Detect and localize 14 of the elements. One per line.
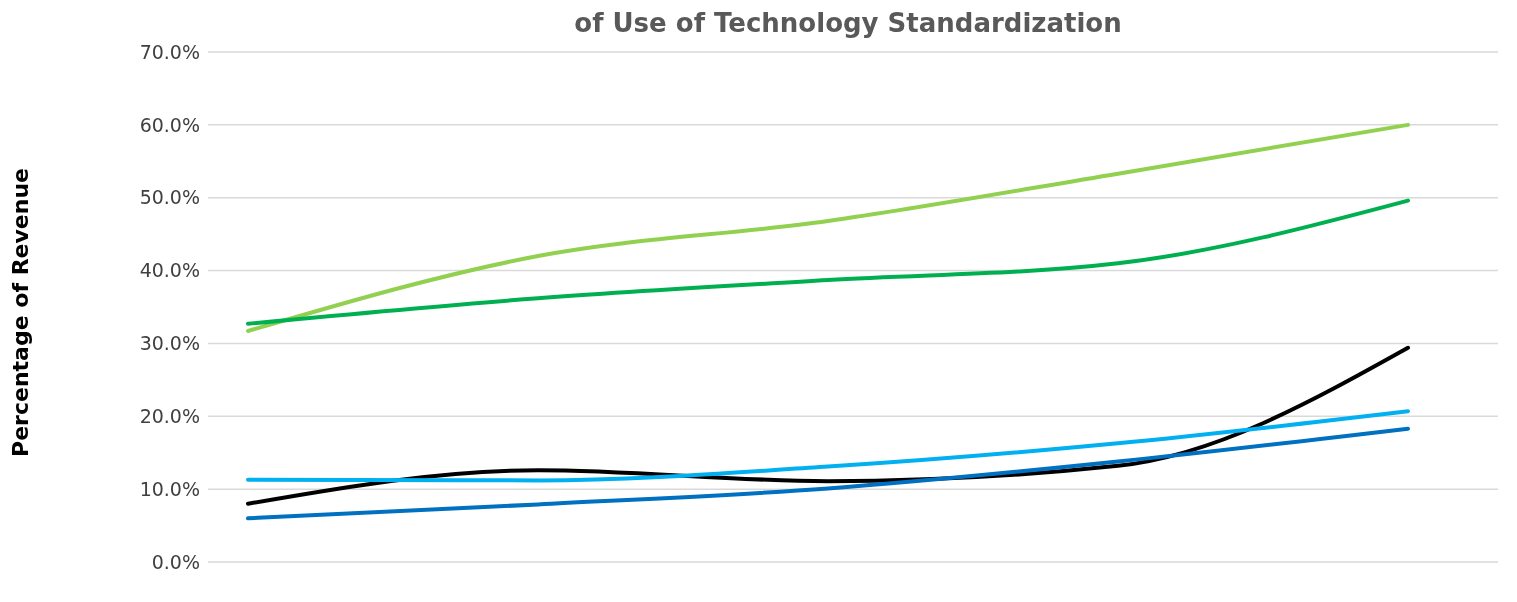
- line-series: [246, 198, 1410, 326]
- y-tick-label: 60.0%: [139, 113, 200, 136]
- y-tick-label: 0.0%: [151, 550, 200, 573]
- y-axis-title: Percentage of Revenue: [8, 167, 34, 457]
- y-tick-label: 10.0%: [139, 477, 200, 500]
- y-tick-label: 40.0%: [139, 259, 200, 282]
- line-series: [246, 409, 1410, 483]
- y-tick-label: 20.0%: [139, 405, 200, 428]
- chart-title: of Use of Technology Standardization: [573, 8, 1123, 40]
- y-tick-label: 30.0%: [139, 332, 200, 355]
- y-tick-label: 50.0%: [139, 186, 200, 209]
- line-series: [246, 122, 1410, 334]
- y-tick-label: 70.0%: [139, 40, 200, 63]
- line-series: [246, 426, 1410, 521]
